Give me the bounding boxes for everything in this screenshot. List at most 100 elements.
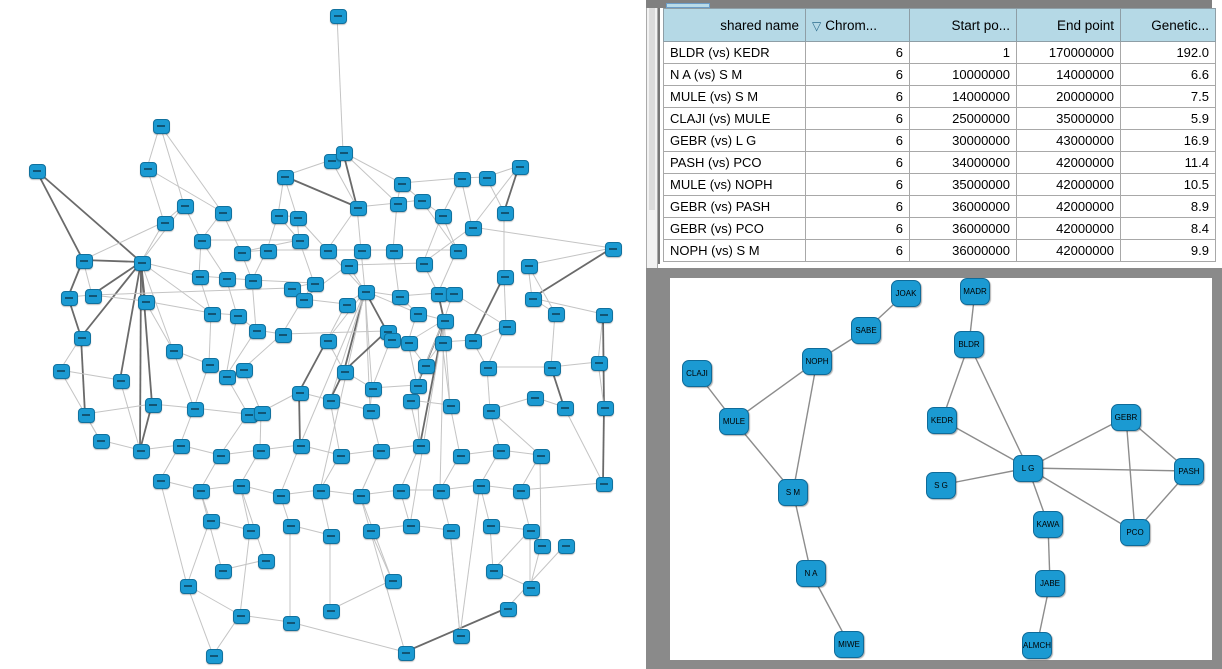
network-node[interactable] [270,208,288,224]
table-row[interactable]: PASH (vs) PCO 6 34000000 42000000 11.4 [663,151,1216,174]
network-node[interactable] [543,360,561,376]
network-node[interactable] [391,289,409,305]
network-node[interactable] [499,601,517,617]
network-node[interactable] [283,281,301,297]
table-row[interactable]: GEBR (vs) L G 6 30000000 43000000 16.9 [663,129,1216,152]
table-row[interactable]: GEBR (vs) PCO 6 36000000 42000000 8.4 [663,217,1216,240]
network-node-JABE[interactable]: JABE [1035,569,1065,597]
network-node[interactable] [384,573,402,589]
network-node[interactable] [235,362,253,378]
network-node[interactable] [282,518,300,534]
network-node[interactable] [604,241,622,257]
network-node[interactable] [240,407,258,423]
network-node[interactable] [434,208,452,224]
column-header-0[interactable]: shared name [663,8,806,42]
network-node[interactable] [212,448,230,464]
network-node[interactable] [385,243,403,259]
network-node[interactable] [272,488,290,504]
network-node[interactable] [464,333,482,349]
network-node[interactable] [596,400,614,416]
network-node[interactable] [274,327,292,343]
network-node[interactable] [362,523,380,539]
column-header-1[interactable]: ▽ Chrom... [805,8,910,42]
network-node[interactable] [512,483,530,499]
network-node[interactable] [84,288,102,304]
network-node[interactable] [409,306,427,322]
network-node[interactable] [242,523,260,539]
network-node-KEDR[interactable]: KEDR [927,406,957,434]
network-node[interactable] [449,243,467,259]
network-node[interactable] [133,255,151,271]
network-node[interactable] [92,433,110,449]
network-node[interactable] [322,393,340,409]
network-node[interactable] [139,161,157,177]
network-node[interactable] [452,628,470,644]
network-node[interactable] [372,443,390,459]
network-node[interactable] [77,407,95,423]
network-node[interactable] [357,284,375,300]
table-row[interactable]: N A (vs) S M 6 10000000 14000000 6.6 [663,63,1216,86]
network-node[interactable] [400,335,418,351]
network-node[interactable] [176,198,194,214]
network-node[interactable] [165,343,183,359]
network-node[interactable] [524,291,542,307]
network-node[interactable] [482,403,500,419]
network-node[interactable] [152,118,170,134]
network-node[interactable] [289,210,307,226]
network-node[interactable] [532,448,550,464]
network-node[interactable] [442,398,460,414]
network-node[interactable] [383,332,401,348]
network-node[interactable] [132,443,150,459]
network-node[interactable] [319,243,337,259]
network-node-PASH[interactable]: PASH [1174,457,1204,485]
table-row[interactable]: NOPH (vs) S M 6 36000000 42000000 9.9 [663,239,1216,262]
network-node-SABE[interactable]: SABE [851,316,881,344]
network-node[interactable] [232,608,250,624]
network-node[interactable] [292,438,310,454]
network-node[interactable] [442,523,460,539]
network-node[interactable] [282,615,300,631]
network-node[interactable] [434,335,452,351]
network-node[interactable] [291,385,309,401]
network-node[interactable] [319,333,337,349]
network-node[interactable] [193,233,211,249]
network-node[interactable] [248,323,266,339]
network-node[interactable] [306,276,324,292]
network-node-JOAK[interactable]: JOAK [891,279,921,307]
network-node[interactable] [338,297,356,313]
network-node[interactable] [453,171,471,187]
network-node[interactable] [557,538,575,554]
network-node[interactable] [432,483,450,499]
network-node[interactable] [556,400,574,416]
network-node-KAWA[interactable]: KAWA [1033,510,1063,538]
network-node[interactable] [496,269,514,285]
network-node-ALMCH[interactable]: ALMCH [1022,631,1052,659]
network-node[interactable] [364,381,382,397]
network-node[interactable] [295,292,313,308]
network-node[interactable] [595,476,613,492]
network-node[interactable] [482,518,500,534]
network-node[interactable] [547,306,565,322]
detail-network-canvas[interactable] [670,278,1212,660]
network-node[interactable] [393,176,411,192]
network-node[interactable] [75,253,93,269]
network-node[interactable] [186,401,204,417]
network-node[interactable] [520,258,538,274]
network-node[interactable] [352,488,370,504]
network-node[interactable] [152,473,170,489]
network-node[interactable] [590,355,608,371]
network-node[interactable] [472,478,490,494]
network-node[interactable] [52,363,70,379]
network-node[interactable] [496,205,514,221]
network-node[interactable] [192,483,210,499]
network-node[interactable] [402,393,420,409]
network-node[interactable] [498,319,516,335]
panel-divider-scrollbar[interactable] [646,0,658,268]
network-node[interactable] [233,245,251,261]
tab-stub[interactable] [666,3,710,8]
network-node[interactable] [191,269,209,285]
network-node[interactable] [144,397,162,413]
network-node-CLAJI[interactable]: CLAJI [682,359,712,387]
network-node-S-M[interactable]: S M [778,478,808,506]
network-node[interactable] [203,306,221,322]
